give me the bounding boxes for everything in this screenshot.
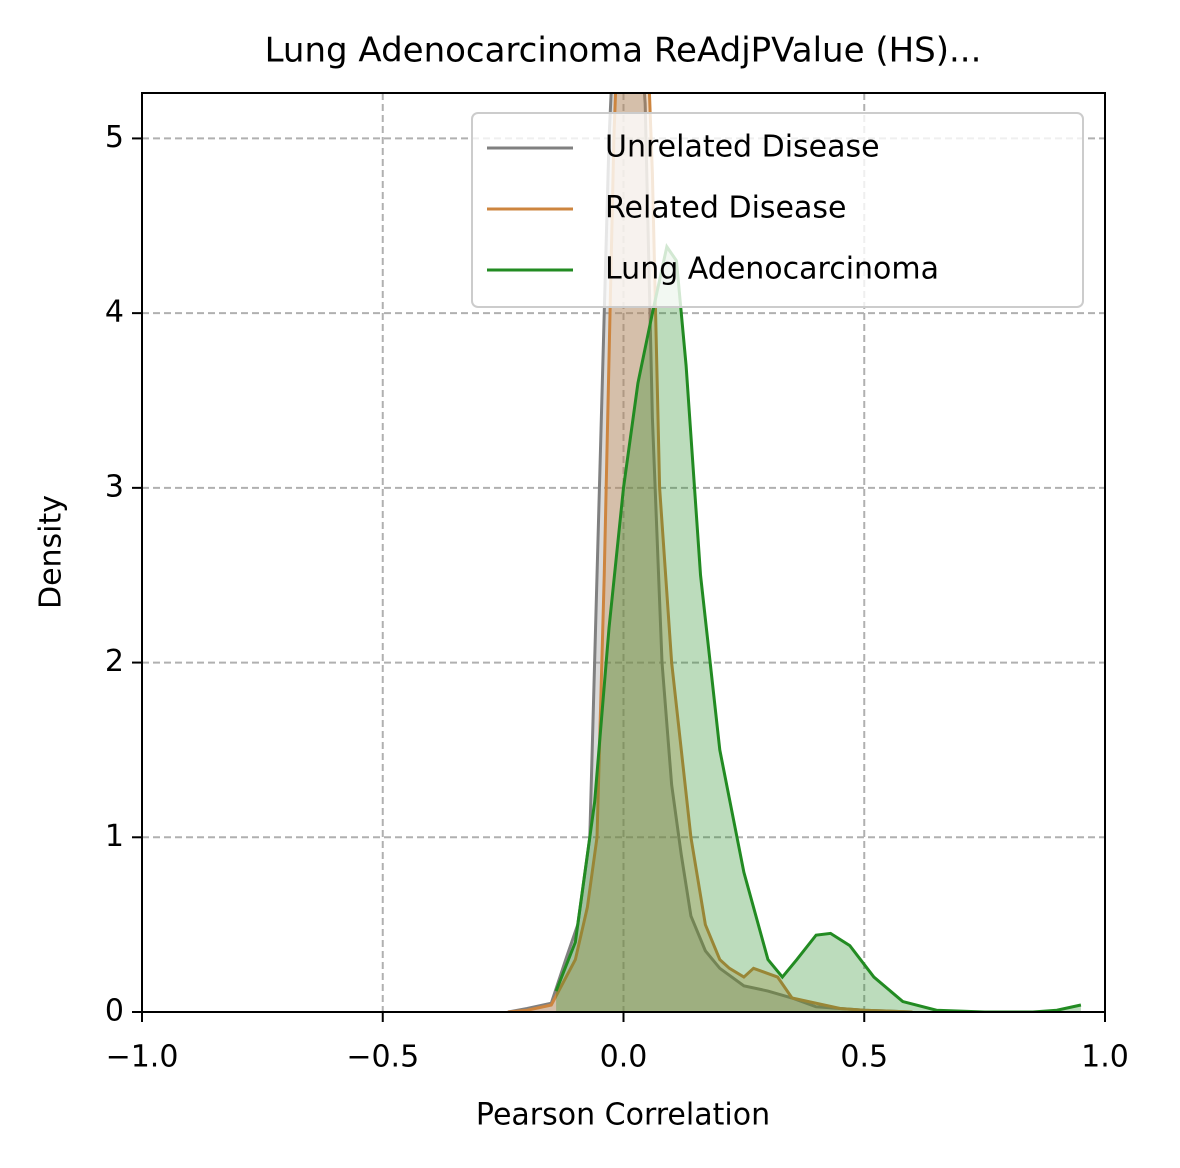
x-tick-label: 0.5 xyxy=(840,1040,888,1075)
density-line xyxy=(554,243,1082,1012)
x-tick-label: 1.0 xyxy=(1081,1040,1129,1075)
density-area xyxy=(507,93,913,1012)
x-tick-label: −0.5 xyxy=(346,1040,419,1075)
y-tick-label: 5 xyxy=(105,120,124,155)
chart-title: Lung Adenocarcinoma ReAdjPValue (HS)... xyxy=(265,31,982,71)
legend-frame xyxy=(471,112,1084,308)
y-tick-label: 2 xyxy=(105,644,124,679)
ticks: −1.0 −0.5 0.0 0.5 1.0 0 1 2 3 4 5 xyxy=(105,120,1129,1075)
y-tick-label: 1 xyxy=(105,819,124,854)
legend-label: Unrelated Disease xyxy=(605,130,880,165)
plot-area xyxy=(507,93,1082,1012)
density-area xyxy=(556,246,1081,1012)
legend: Unrelated Disease Related Disease Lung Ade… xyxy=(471,112,1084,308)
legend-label: Lung Adenocarcinoma xyxy=(605,252,939,287)
y-tick-label: 4 xyxy=(105,295,124,330)
x-tick-label: 0.0 xyxy=(600,1040,648,1075)
y-tick-label: 0 xyxy=(105,994,124,1029)
legend-label: Related Disease xyxy=(605,191,846,226)
density-line xyxy=(507,93,913,1012)
y-axis-label: Density xyxy=(34,495,69,609)
y-tick-label: 3 xyxy=(105,469,124,504)
x-axis-label: Pearson Correlation xyxy=(476,1098,770,1133)
x-tick-label: −1.0 xyxy=(106,1040,179,1075)
